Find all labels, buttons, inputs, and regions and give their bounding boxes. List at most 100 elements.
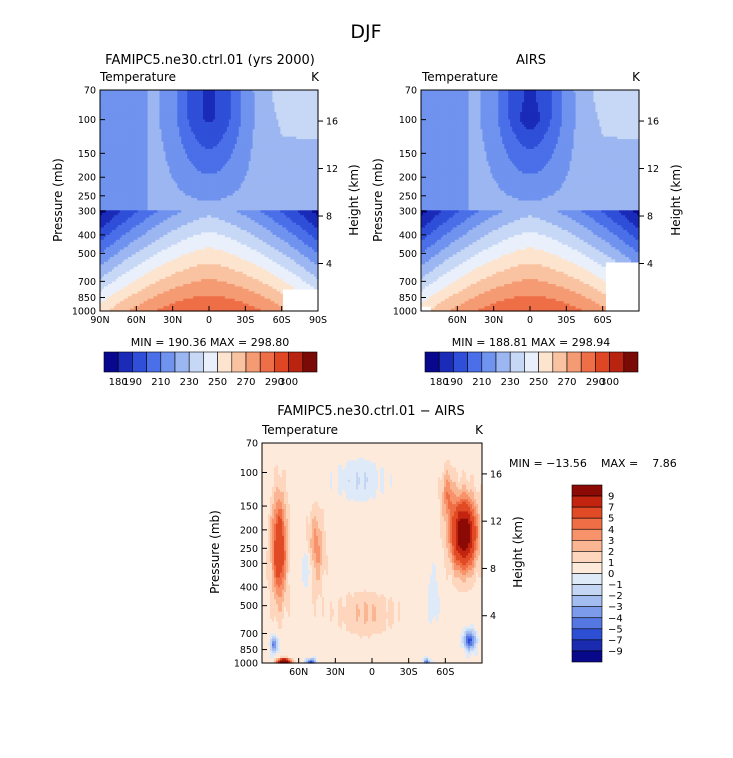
contour-cell xyxy=(153,141,157,145)
contour-cell xyxy=(254,129,258,133)
contour-cell xyxy=(312,134,315,138)
contour-cell xyxy=(197,117,200,121)
contour-cell xyxy=(151,134,155,138)
contour-cell xyxy=(286,117,289,121)
contour-cell xyxy=(250,141,254,145)
contour-cell xyxy=(100,117,103,121)
contour-cell xyxy=(209,124,212,128)
contour-cell xyxy=(264,139,268,143)
contour-cell xyxy=(214,94,218,98)
contour-cell xyxy=(316,114,319,118)
contour-cell xyxy=(163,131,166,135)
contour-cell xyxy=(139,124,143,128)
contour-cell xyxy=(268,131,272,135)
contour-cell xyxy=(288,99,291,103)
contour-cell xyxy=(236,141,240,145)
contour-cell xyxy=(181,92,184,96)
contour-cell xyxy=(262,129,266,133)
contour-cell xyxy=(141,141,145,145)
contour-cell xyxy=(101,102,105,106)
contour-cell xyxy=(284,112,287,116)
contour-cell xyxy=(280,141,283,145)
contour-cell xyxy=(256,129,260,133)
contour-cell xyxy=(103,112,107,116)
contour-cell xyxy=(256,124,260,128)
contour-cell xyxy=(226,131,230,135)
contour-cell xyxy=(115,144,119,148)
contour-cell xyxy=(250,90,254,94)
contour-cell xyxy=(201,134,204,138)
contour-cell xyxy=(181,131,184,135)
contour-cell xyxy=(286,129,289,133)
contour-cell xyxy=(203,121,206,125)
contour-cell xyxy=(274,117,277,121)
contour-cell xyxy=(133,126,137,130)
contour-cell xyxy=(274,92,277,96)
contour-cell xyxy=(312,97,315,101)
contour-cell xyxy=(220,92,224,96)
contour-cell xyxy=(205,121,208,125)
contour-cell xyxy=(179,121,182,125)
contour-cell xyxy=(107,131,111,135)
contour-cell xyxy=(240,92,244,96)
contour-cell xyxy=(218,134,222,138)
contour-cell xyxy=(167,114,170,118)
contour-cell xyxy=(276,107,279,111)
contour-cell xyxy=(137,90,141,94)
contour-cell xyxy=(260,141,264,145)
contour-cell xyxy=(282,107,285,111)
contour-cell xyxy=(195,134,198,138)
contour-cell xyxy=(111,136,115,140)
contour-cell xyxy=(155,109,159,113)
contour-cell xyxy=(153,126,157,130)
contour-cell xyxy=(220,117,224,121)
contour-cell xyxy=(300,129,303,133)
contour-cell xyxy=(185,129,188,133)
contour-cell xyxy=(212,109,216,113)
contour-cell xyxy=(268,107,272,111)
contour-cell xyxy=(189,97,192,101)
contour-cell xyxy=(276,129,279,133)
contour-cell xyxy=(145,104,149,108)
contour-cell xyxy=(252,139,256,143)
contour-cell xyxy=(236,99,240,103)
contour-cell xyxy=(292,109,295,113)
contour-cell xyxy=(101,141,105,145)
contour-cell xyxy=(127,126,131,130)
contour-cell xyxy=(137,121,141,125)
contour-cell xyxy=(212,121,216,125)
contour-cell xyxy=(264,102,268,106)
contour-cell xyxy=(177,126,180,130)
contour-cell xyxy=(127,121,131,125)
contour-cell xyxy=(286,92,289,96)
contour-cell xyxy=(286,97,289,101)
contour-cell xyxy=(145,114,149,118)
contour-cell xyxy=(100,102,103,106)
contour-cell xyxy=(278,131,281,135)
contour-cell xyxy=(193,94,196,98)
contour-cell xyxy=(300,117,303,121)
contour-cell xyxy=(254,107,258,111)
contour-cell xyxy=(296,119,299,123)
contour-cell xyxy=(163,124,166,128)
contour-cell xyxy=(153,94,157,98)
contour-cell xyxy=(195,102,198,106)
contour-cell xyxy=(197,112,200,116)
contour-cell xyxy=(246,114,250,118)
contour-cell xyxy=(203,129,206,133)
contour-cell xyxy=(284,136,287,140)
contour-cell xyxy=(197,92,200,96)
contour-cell xyxy=(290,139,293,143)
contour-cell xyxy=(177,90,180,94)
contour-cell xyxy=(288,134,291,138)
contour-cell xyxy=(234,119,238,123)
contour-cell xyxy=(210,109,214,113)
contour-cell xyxy=(203,99,206,103)
contour-cell xyxy=(207,126,210,130)
contour-cell xyxy=(246,112,250,116)
contour-cell xyxy=(165,107,168,111)
contour-cell xyxy=(280,124,283,128)
contour-cell xyxy=(131,97,135,101)
contour-cell xyxy=(260,109,264,113)
contour-cell xyxy=(250,134,254,138)
